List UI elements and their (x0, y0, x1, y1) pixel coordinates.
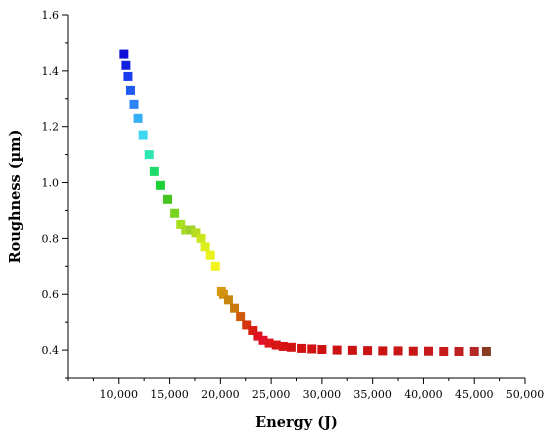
data-point (170, 208, 180, 218)
data-point (191, 228, 201, 238)
data-point (129, 99, 139, 109)
axes (67, 15, 525, 379)
data-point (176, 219, 186, 229)
y-tick-label: 0.8 (42, 232, 60, 245)
data-point (163, 194, 173, 204)
data-point (133, 113, 143, 123)
data-point (155, 180, 165, 190)
data-point (223, 295, 233, 305)
x-tick-label: 50,000 (506, 388, 545, 401)
x-ticks: 10,000 15,000 20,000 25,000 30,000 35,000 40,0… (67, 378, 545, 401)
data-point (271, 340, 281, 350)
data-point (230, 303, 240, 313)
data-point (144, 150, 154, 160)
data-point (218, 289, 228, 299)
x-tick-label: 45,000 (455, 388, 494, 401)
data-point (119, 49, 129, 59)
x-tick-label: 30,000 (303, 388, 342, 401)
x-tick-label: 20,000 (201, 388, 240, 401)
data-point (123, 71, 133, 81)
data-point (347, 345, 357, 355)
data-marks (119, 49, 491, 356)
y-tick-label: 1.6 (42, 9, 60, 22)
data-point (439, 346, 449, 356)
data-point (278, 341, 288, 351)
x-tick-label: 10,000 (100, 388, 139, 401)
x-tick-label: 15,000 (150, 388, 189, 401)
data-point (307, 344, 317, 354)
data-point (469, 346, 479, 356)
data-point (264, 338, 274, 348)
x-tick-label: 35,000 (353, 388, 392, 401)
data-point (286, 342, 296, 352)
y-axis-title: Roughness (µm) (7, 130, 24, 264)
data-point (181, 225, 191, 235)
data-point (149, 166, 159, 176)
data-point (186, 225, 196, 235)
data-point (408, 346, 418, 356)
y-tick-label: 1.4 (42, 65, 60, 78)
data-point (253, 331, 263, 341)
data-point (205, 250, 215, 260)
data-point (378, 346, 388, 356)
data-point (481, 346, 491, 356)
data-point (210, 261, 220, 271)
data-point (196, 233, 206, 243)
x-tick-label: 40,000 (404, 388, 443, 401)
data-point (332, 345, 342, 355)
y-tick-label: 1.2 (42, 121, 60, 134)
y-tick-label: 0.4 (42, 344, 60, 357)
data-point (125, 85, 135, 95)
data-point (121, 60, 131, 70)
data-point (454, 346, 464, 356)
y-ticks: 0.4 0.6 0.8 1.0 1.2 1.4 1.6 (42, 9, 68, 379)
data-point (317, 345, 327, 355)
data-point (363, 346, 373, 356)
data-point (138, 130, 148, 140)
x-axis-title: Energy (J) (255, 414, 338, 431)
data-point (236, 312, 246, 322)
data-point (393, 346, 403, 356)
data-point (242, 320, 252, 330)
x-tick-label: 25,000 (252, 388, 291, 401)
y-tick-label: 1.0 (42, 177, 60, 190)
y-tick-label: 0.6 (42, 288, 60, 301)
data-point (297, 343, 307, 353)
data-point (258, 335, 268, 345)
data-point (200, 242, 210, 252)
data-point (424, 346, 434, 356)
data-point (248, 326, 258, 336)
